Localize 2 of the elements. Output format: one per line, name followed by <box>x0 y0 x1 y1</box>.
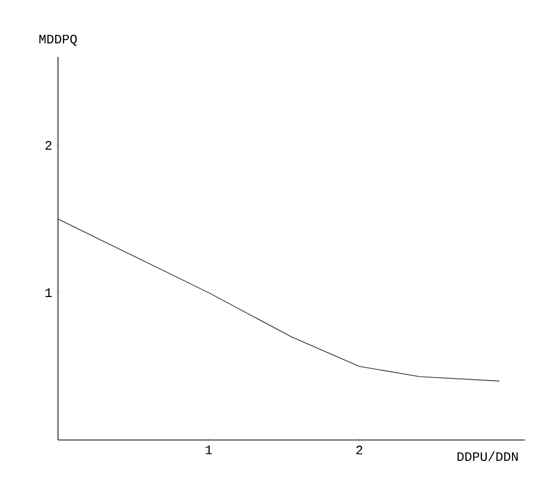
y-axis-title: MDDPQ <box>39 34 77 46</box>
x-axis-title: DDPU/DDN <box>458 452 518 462</box>
